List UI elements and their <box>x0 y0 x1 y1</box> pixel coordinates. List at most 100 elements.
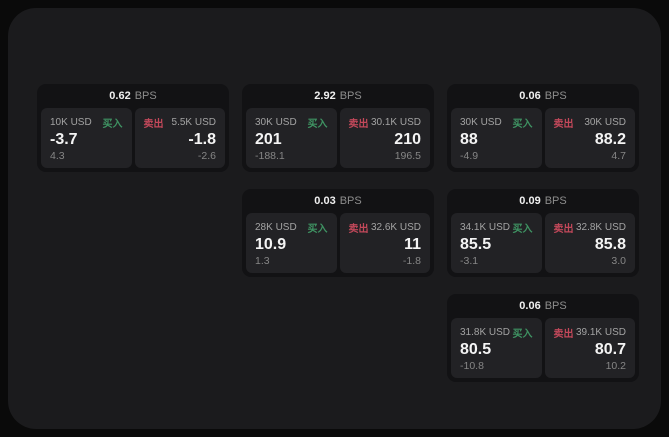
buy-panel[interactable]: 30K USD 买入 88 -4.9 <box>451 108 542 168</box>
bps-card: 2.92 BPS 30K USD 买入 201 -188.1 卖出 30.1K … <box>242 84 434 172</box>
bps-value: 0.03 <box>314 195 336 207</box>
sell-sub-value: 10.2 <box>605 360 626 372</box>
buy-amount: 10K USD <box>50 117 92 128</box>
quote-panels: 31.8K USD 买入 80.5 -10.8 卖出 39.1K USD 80.… <box>451 318 635 378</box>
buy-amount: 34.1K USD <box>460 222 511 233</box>
sell-panel-top: 卖出 30K USD <box>554 115 627 130</box>
buy-amount: 30K USD <box>255 117 297 128</box>
sell-sub-value: 4.7 <box>611 150 626 162</box>
bps-card: 0.03 BPS 28K USD 买入 10.9 1.3 卖出 32.6K US… <box>242 189 434 277</box>
bps-card: 0.06 BPS 30K USD 买入 88 -4.9 卖出 30K USD <box>447 84 639 172</box>
card-header: 0.09 BPS <box>451 193 635 210</box>
sell-value: 11 <box>404 236 421 253</box>
card-header: 0.06 BPS <box>451 88 635 105</box>
quote-panels: 30K USD 买入 88 -4.9 卖出 30K USD 88.2 4.7 <box>451 108 635 168</box>
quote-panels: 10K USD 买入 -3.7 4.3 卖出 5.5K USD -1.8 -2.… <box>41 108 225 168</box>
sell-sub-value: 3.0 <box>611 255 626 267</box>
buy-panel-top: 34.1K USD 买入 <box>460 220 533 235</box>
quote-panels: 28K USD 买入 10.9 1.3 卖出 32.6K USD 11 -1.8 <box>246 213 430 273</box>
buy-panel[interactable]: 28K USD 买入 10.9 1.3 <box>246 213 337 273</box>
sell-panel-top: 卖出 30.1K USD <box>349 115 422 130</box>
sell-value: -1.8 <box>188 131 216 148</box>
buy-value: -3.7 <box>50 131 78 148</box>
sell-panel[interactable]: 卖出 5.5K USD -1.8 -2.6 <box>134 108 225 168</box>
buy-side-label: 买入 <box>307 224 328 235</box>
bps-unit: BPS <box>339 195 362 207</box>
sell-side-label: 卖出 <box>553 224 574 235</box>
sell-panel-top: 卖出 32.8K USD <box>554 220 627 235</box>
sell-side-label: 卖出 <box>553 329 574 340</box>
buy-panel[interactable]: 10K USD 买入 -3.7 4.3 <box>41 108 132 168</box>
buy-side-label: 买入 <box>512 329 533 340</box>
buy-value: 85.5 <box>460 236 492 253</box>
buy-sub-value: -10.8 <box>460 360 484 372</box>
sell-panel-top: 卖出 39.1K USD <box>554 325 627 340</box>
sell-panel[interactable]: 卖出 32.8K USD 85.8 3.0 <box>544 213 635 273</box>
sell-side-label: 卖出 <box>143 119 164 130</box>
quotes-panel: 0.62 BPS 10K USD 买入 -3.7 4.3 卖出 5.5K USD <box>8 8 661 429</box>
bps-value: 0.62 <box>109 90 131 102</box>
card-header: 0.62 BPS <box>41 88 225 105</box>
bps-unit: BPS <box>544 90 567 102</box>
sell-sub-value: -2.6 <box>197 150 216 162</box>
buy-side-label: 买入 <box>512 224 533 235</box>
bps-value: 2.92 <box>314 90 336 102</box>
buy-side-label: 买入 <box>307 119 328 130</box>
buy-sub-value: -4.9 <box>460 150 479 162</box>
buy-amount: 31.8K USD <box>460 327 511 338</box>
buy-amount: 28K USD <box>255 222 297 233</box>
buy-panel[interactable]: 31.8K USD 买入 80.5 -10.8 <box>451 318 542 378</box>
card-header: 2.92 BPS <box>246 88 430 105</box>
sell-panel[interactable]: 卖出 32.6K USD 11 -1.8 <box>339 213 430 273</box>
sell-side-label: 卖出 <box>553 119 574 130</box>
sell-value: 88.2 <box>594 131 626 148</box>
sell-panel[interactable]: 卖出 30K USD 88.2 4.7 <box>544 108 635 168</box>
buy-sub-value: -188.1 <box>255 150 285 162</box>
bps-card: 0.62 BPS 10K USD 买入 -3.7 4.3 卖出 5.5K USD <box>37 84 229 172</box>
sell-panel[interactable]: 卖出 39.1K USD 80.7 10.2 <box>544 318 635 378</box>
sell-panel-top: 卖出 5.5K USD <box>144 115 217 130</box>
bps-value: 0.06 <box>519 300 541 312</box>
card-header: 0.06 BPS <box>451 298 635 315</box>
bps-unit: BPS <box>544 300 567 312</box>
sell-side-label: 卖出 <box>348 224 369 235</box>
sell-sub-value: 196.5 <box>394 150 421 162</box>
buy-value: 80.5 <box>460 341 492 358</box>
buy-value: 88 <box>460 131 478 148</box>
bps-unit: BPS <box>544 195 567 207</box>
sell-value: 85.8 <box>594 236 626 253</box>
sell-amount: 30K USD <box>584 117 626 128</box>
buy-amount: 30K USD <box>460 117 502 128</box>
buy-sub-value: -3.1 <box>460 255 479 267</box>
sell-amount: 30.1K USD <box>370 117 421 128</box>
bps-value: 0.06 <box>519 90 541 102</box>
buy-panel-top: 31.8K USD 买入 <box>460 325 533 340</box>
cards-grid: 0.62 BPS 10K USD 买入 -3.7 4.3 卖出 5.5K USD <box>8 8 661 382</box>
buy-panel[interactable]: 30K USD 买入 201 -188.1 <box>246 108 337 168</box>
sell-side-label: 卖出 <box>348 119 369 130</box>
bps-unit: BPS <box>339 90 362 102</box>
sell-sub-value: -1.8 <box>402 255 421 267</box>
sell-panel-top: 卖出 32.6K USD <box>349 220 422 235</box>
buy-sub-value: 4.3 <box>50 150 65 162</box>
bps-card: 0.09 BPS 34.1K USD 买入 85.5 -3.1 卖出 32.8K… <box>447 189 639 277</box>
sell-value: 80.7 <box>594 341 626 358</box>
buy-side-label: 买入 <box>102 119 123 130</box>
quote-panels: 34.1K USD 买入 85.5 -3.1 卖出 32.8K USD 85.8… <box>451 213 635 273</box>
sell-amount: 39.1K USD <box>575 327 626 338</box>
sell-amount: 32.6K USD <box>370 222 421 233</box>
sell-panel[interactable]: 卖出 30.1K USD 210 196.5 <box>339 108 430 168</box>
buy-panel-top: 30K USD 买入 <box>255 115 328 130</box>
buy-value: 10.9 <box>255 236 287 253</box>
buy-panel-top: 10K USD 买入 <box>50 115 123 130</box>
bps-value: 0.09 <box>519 195 541 207</box>
buy-value: 201 <box>255 131 282 148</box>
bps-unit: BPS <box>134 90 157 102</box>
buy-panel[interactable]: 34.1K USD 买入 85.5 -3.1 <box>451 213 542 273</box>
bps-card: 0.06 BPS 31.8K USD 买入 80.5 -10.8 卖出 39.1… <box>447 294 639 382</box>
sell-value: 210 <box>394 131 421 148</box>
card-header: 0.03 BPS <box>246 193 430 210</box>
buy-sub-value: 1.3 <box>255 255 270 267</box>
buy-side-label: 买入 <box>512 119 533 130</box>
buy-panel-top: 30K USD 买入 <box>460 115 533 130</box>
